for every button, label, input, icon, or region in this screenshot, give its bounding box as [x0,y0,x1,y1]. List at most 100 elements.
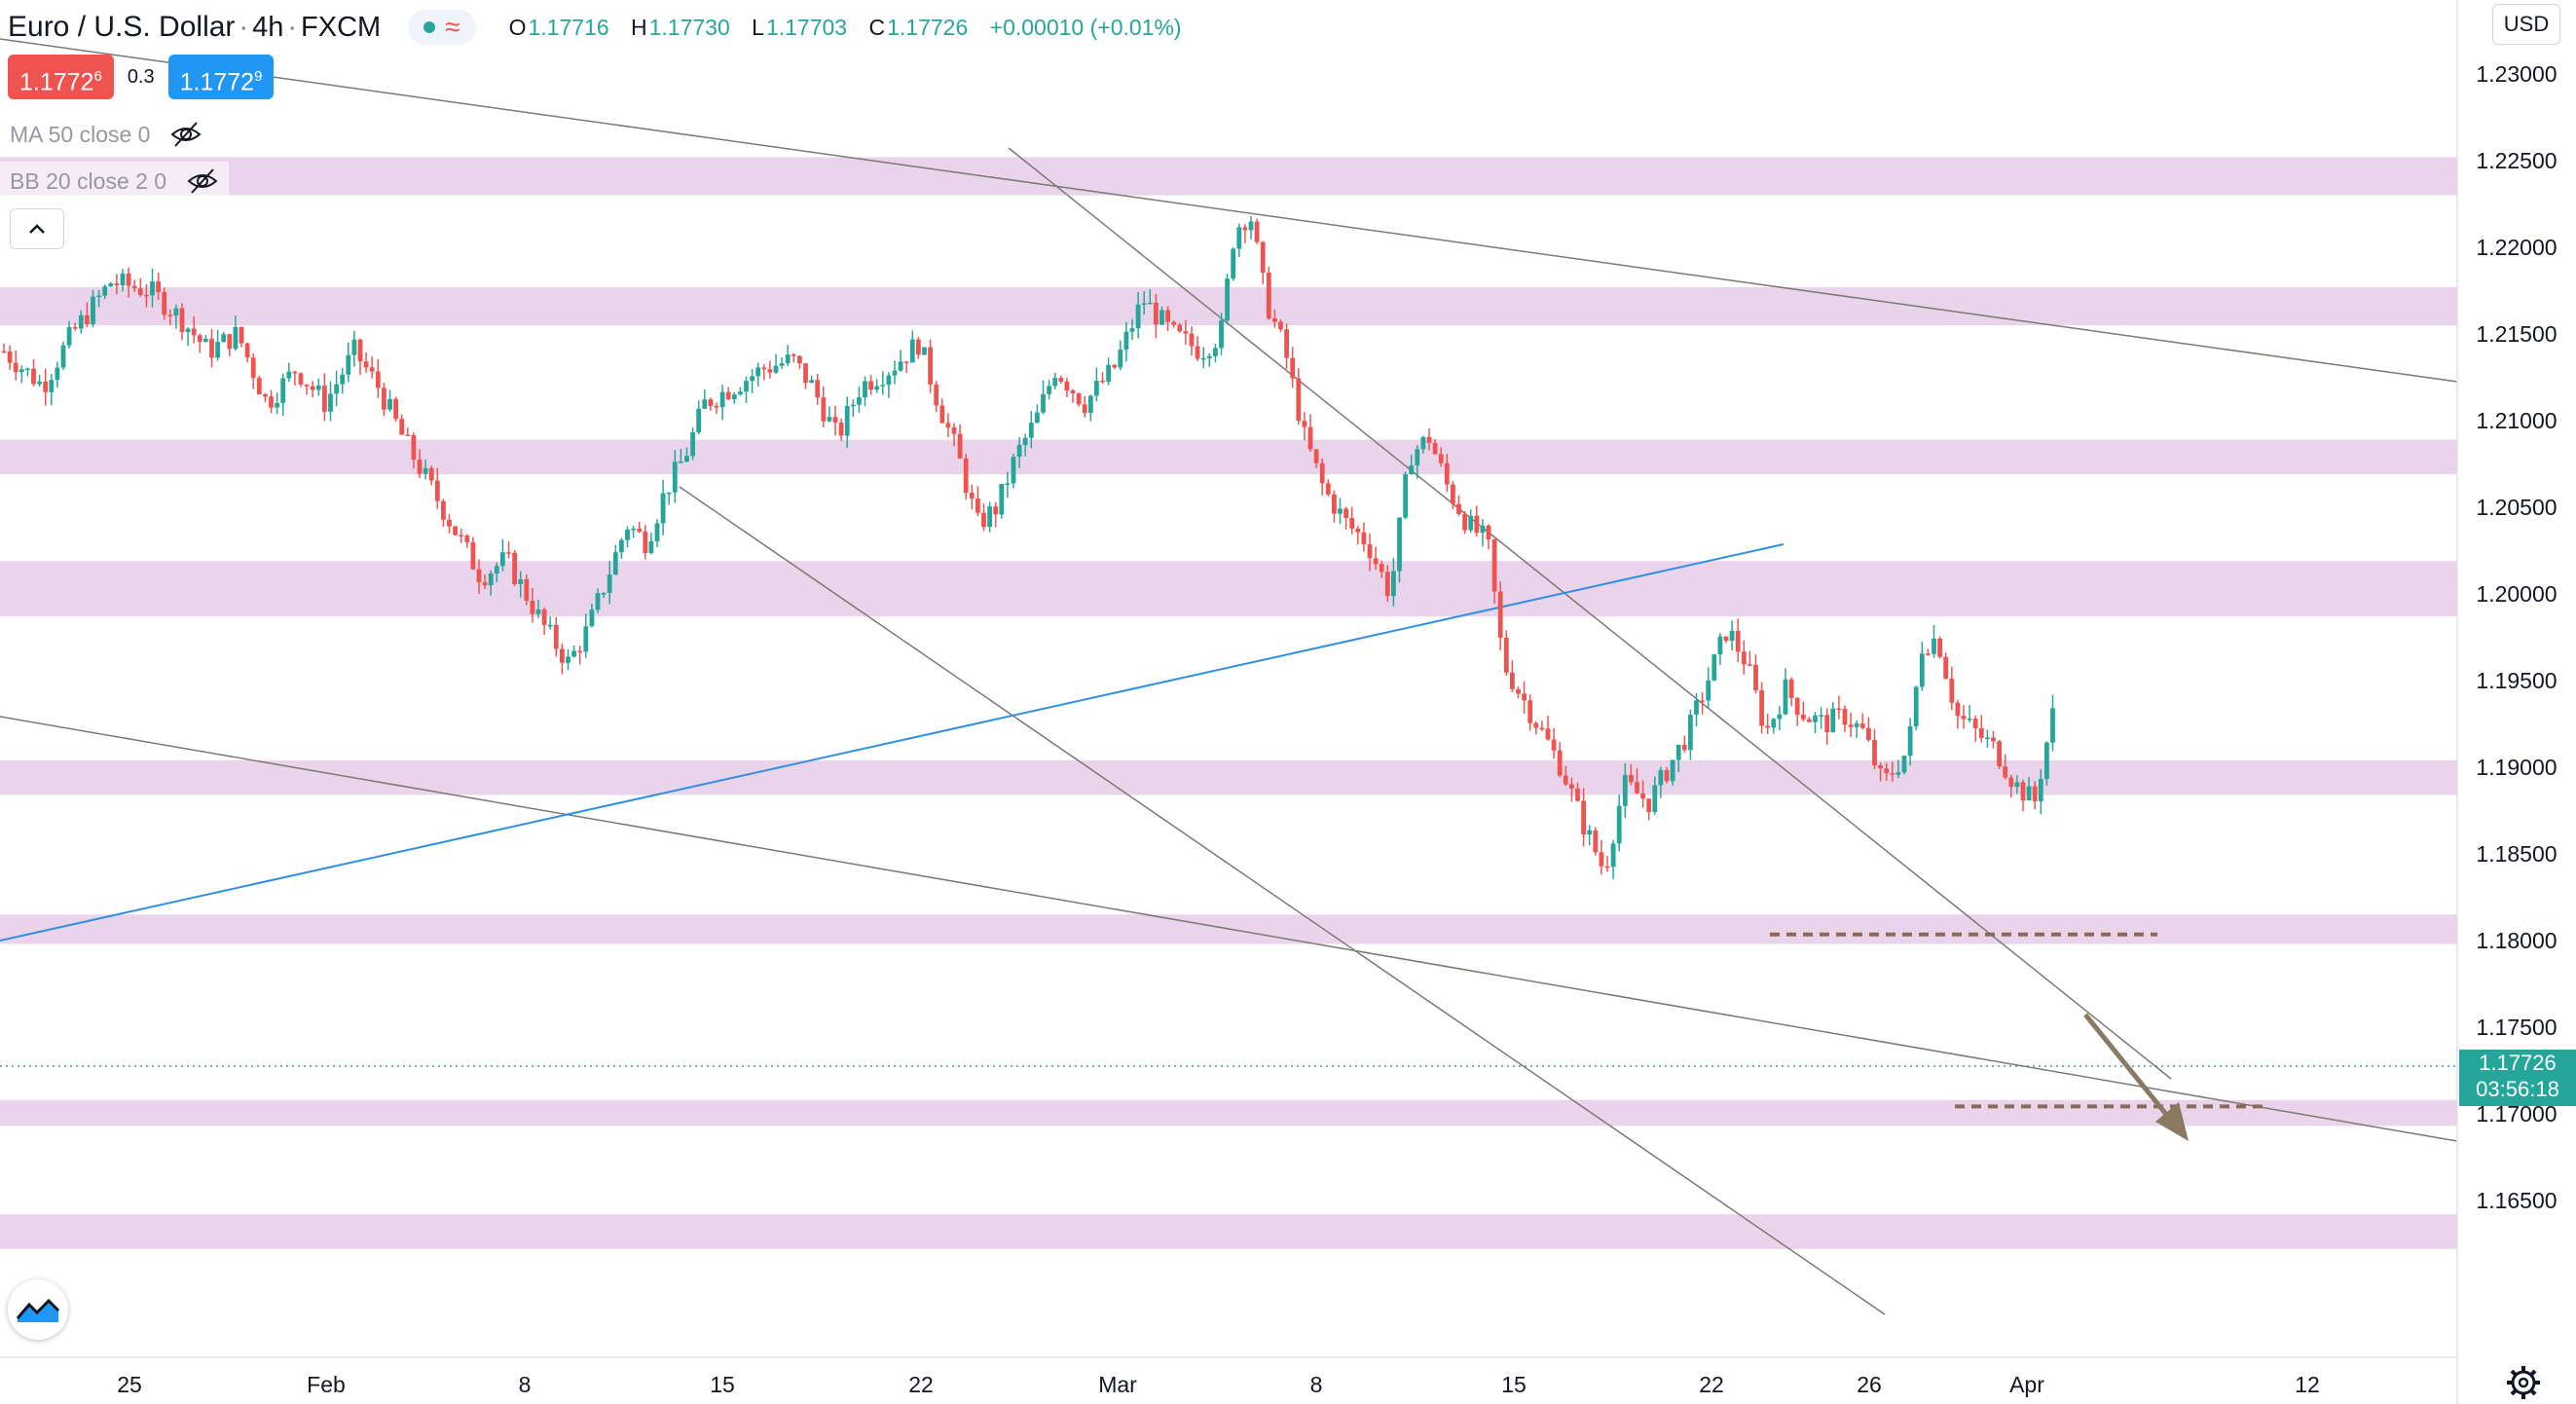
candle [375,358,381,398]
candle [719,385,725,421]
candle [1919,642,1925,691]
sell-button[interactable]: 1.17726 [8,55,114,99]
candle [459,528,464,543]
indicator-label: MA 50 close 0 [10,121,151,147]
market-open-icon [423,21,436,33]
candle [1106,357,1111,386]
candle [857,386,862,413]
candle [1361,522,1367,552]
candle [969,484,975,510]
candle [156,272,161,300]
candle [1094,367,1099,402]
candle [1248,215,1254,240]
candle [1913,685,1919,730]
candle [1118,340,1123,371]
candle [560,643,565,675]
eye-crossed-icon[interactable] [169,118,202,151]
x-tick-label: 15 [710,1372,735,1397]
candle [298,372,304,388]
candle [1771,718,1777,734]
candle [1895,759,1901,779]
y-tick-label: 1.19000 [2476,755,2557,780]
market-status-pill[interactable]: ≈ [408,10,476,45]
x-tick-label: 22 [1699,1372,1724,1397]
gear-icon[interactable] [2504,1363,2543,1402]
candle [1011,454,1016,489]
candle [975,486,980,517]
candle [1070,388,1076,403]
candle [1290,347,1296,388]
candle [744,376,749,403]
indicator-bb[interactable]: BB 20 close 2 0 [0,162,230,201]
candle [1706,667,1711,709]
candle [1640,780,1645,808]
collapse-legend-button[interactable] [10,208,64,249]
candle [1670,759,1675,787]
candle [43,368,49,406]
wave-icon: ≈ [445,12,460,42]
candle [1438,447,1444,467]
candle [1141,290,1147,315]
candle [755,362,761,387]
chevron-up-icon [29,224,45,234]
candle [1794,697,1800,726]
candle [815,373,821,406]
symbol-name[interactable]: Euro / U.S. Dollar [8,11,236,43]
candle [880,371,886,395]
candle [346,342,351,383]
candle [1961,705,1967,729]
candle [625,526,630,548]
candle [1052,373,1058,390]
candle [1824,708,1830,745]
y-tick-label: 1.20500 [2476,495,2557,520]
candle [1266,267,1271,320]
x-tick-label: Feb [307,1372,346,1397]
candle [1497,581,1503,650]
candle [399,414,405,435]
candle [1563,765,1568,787]
candle [292,370,298,386]
candle [263,392,268,403]
indicator-ma[interactable]: MA 50 close 0 [0,115,213,154]
candle [500,538,505,572]
candle [1700,692,1705,715]
candle [423,460,428,480]
candle [928,339,933,393]
candle [1848,712,1854,737]
candle [488,570,494,596]
candle [1200,347,1206,369]
candle [1242,224,1248,243]
candle [535,599,541,618]
interval[interactable]: 4h [252,11,284,43]
candle [1420,435,1426,454]
candle [1135,291,1141,339]
candle [114,274,120,295]
candle [1765,713,1771,735]
candle [1219,313,1224,355]
buy-button[interactable]: 1.17729 [167,55,275,99]
candle [1717,633,1723,665]
candle [1147,288,1153,305]
candle [1681,735,1687,754]
tradingview-logo-icon[interactable] [8,1279,68,1340]
candle [2038,769,2043,815]
currency-button[interactable]: USD [2492,4,2560,45]
candle [393,396,398,423]
bar-countdown: 03:56:18 [2476,1077,2559,1101]
candle [1783,668,1788,716]
candle [1195,336,1200,361]
candle [863,376,867,407]
x-tick-label: 8 [1310,1372,1323,1397]
eye-crossed-icon[interactable] [186,165,219,198]
candle [2003,754,2008,780]
candle [530,587,535,623]
candle [785,345,791,366]
candle [1129,318,1135,340]
candle [1503,630,1509,676]
candle [2008,774,2014,798]
candle [1978,715,1984,743]
candle [1748,650,1752,667]
candle [1426,428,1432,451]
candle [1675,744,1681,773]
